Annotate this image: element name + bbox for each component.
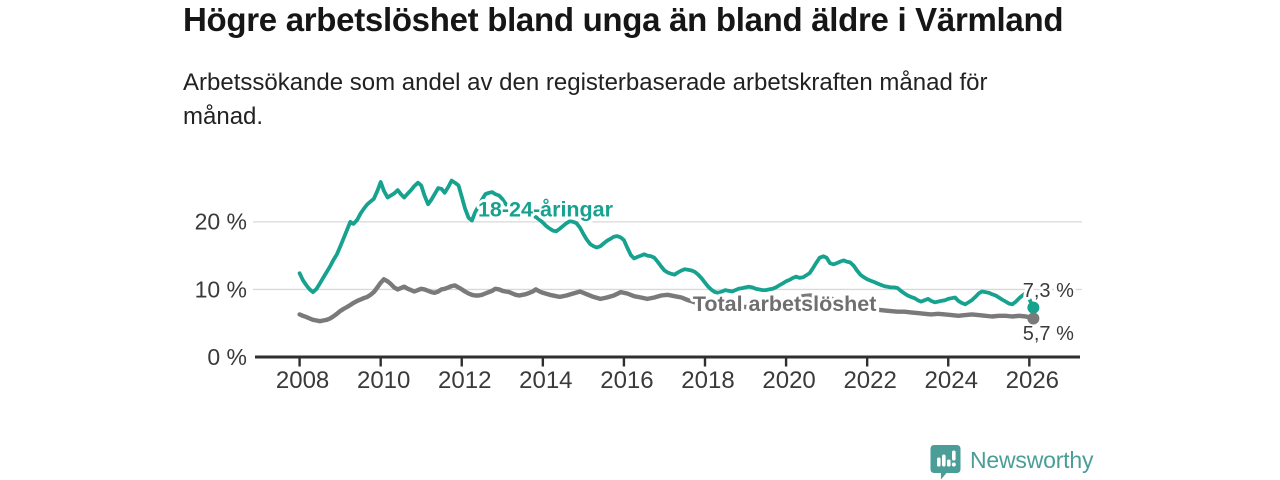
value-label-5-7: 5,7 % — [1023, 323, 1074, 345]
y-axis-tick-label: 0 % — [207, 344, 247, 370]
x-axis-tick-label: 2024 — [925, 367, 978, 394]
newsworthy-logo-text: Newsworthy — [970, 446, 1094, 473]
bar-2 — [942, 454, 946, 467]
exclamation-dot — [951, 462, 956, 467]
y-axis-tick-label: 20 % — [195, 209, 247, 235]
x-axis-tick-label: 2022 — [843, 367, 896, 394]
series-label-18-24-ringar: 18-24-åringar — [478, 197, 614, 221]
series-line-18-24-ringar — [297, 178, 1036, 310]
x-axis-tick-label: 2016 — [600, 367, 653, 394]
chart-subtitle: Arbetssökande som andel av den registerb… — [183, 66, 987, 134]
series-end-dot-total-arbetsl-shet — [1027, 312, 1040, 325]
bar-3 — [947, 459, 951, 467]
chart-title: Högre arbetslöshet bland unga än bland ä… — [183, 1, 1064, 38]
y-axis-tick-label: 10 % — [195, 276, 247, 302]
x-axis-tick-label: 2020 — [762, 367, 815, 394]
x-axis-tick-label: 2026 — [1006, 367, 1059, 394]
series-end-dot-18-24-ringar — [1027, 301, 1040, 314]
series-line-total-arbetsl-shet — [297, 277, 1036, 324]
chart-subtitle-line-2: månad. — [183, 103, 264, 130]
newsworthy-speech-bubble-bar-chart-icon — [930, 445, 961, 480]
bar-1 — [937, 457, 941, 467]
series-label-total-arbetsl-shet: Total arbetslöshet — [693, 292, 877, 316]
value-label-7-3: 7,3 % — [1023, 280, 1074, 302]
x-axis-tick-label: 2014 — [519, 367, 572, 394]
x-axis-tick-label: 2010 — [357, 367, 410, 394]
x-axis-tick-label: 2012 — [438, 367, 491, 394]
exclamation-stroke — [952, 450, 956, 461]
x-axis-tick-label: 2018 — [681, 367, 734, 394]
x-axis-tick-label: 2008 — [276, 367, 329, 394]
chart-subtitle-line-1: Arbetssökande som andel av den registerb… — [183, 69, 988, 96]
newsworthy-logo: Newsworthy — [930, 444, 1093, 480]
